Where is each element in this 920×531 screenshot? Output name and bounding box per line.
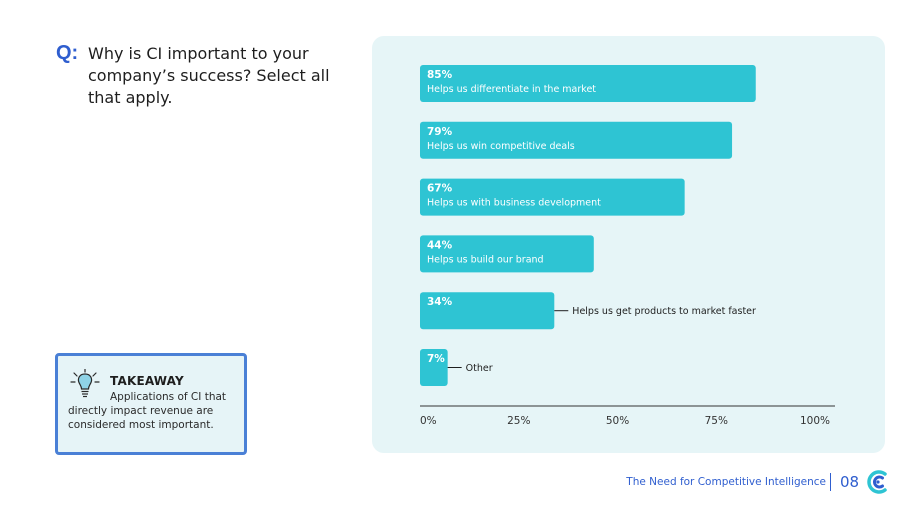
bar-chart: 85% Helps us differentiate in the market 7… [420,65,835,427]
bar-4 [420,292,555,330]
lightbulb-icon [70,369,100,398]
bar-category-label-1: Helps us win competitive deals [427,141,575,152]
takeaway-title: TAKEAWAY [110,374,184,388]
question-label: Q: [56,42,79,64]
bar-category-label-2: Helps us with business development [427,198,601,209]
bar-3 [420,235,594,273]
bar-category-label-4: Helps us get products to market faster [572,306,756,317]
bar-value-label-0: 85% [427,69,453,81]
brand-logo-icon [867,470,887,494]
question-text: Why is CI important to your company’s su… [88,44,330,107]
bar-0 [420,65,756,102]
takeaway-body-line1: Applications of CI that [110,391,227,403]
footer: The Need for Competitive Intelligence 08 [420,468,920,498]
x-tick-label-2: 50% [606,415,629,427]
bar-value-label-5: 7% [427,353,445,365]
bar-value-label-3: 44% [427,239,453,251]
bar-value-label-4: 34% [427,296,453,308]
bar-1 [420,121,733,159]
bar-category-label-5: Other [466,363,493,374]
bar-5 [420,349,448,386]
takeaway-body-rest: directly impact revenue are considered m… [68,405,214,431]
footer-title: The Need for Competitive Intelligence [626,476,826,488]
takeaway-body: Applications of CI that directly impact … [68,390,240,432]
page-number: 08 [840,473,860,491]
bar-category-label-3: Helps us build our brand [427,254,544,265]
bar-value-label-1: 79% [427,126,453,138]
bar-2 [420,178,685,216]
x-tick-label-0: 0% [420,415,437,427]
takeaway-box: TAKEAWAY Applications of CI that directl… [55,353,247,455]
bar-value-label-2: 67% [427,183,453,195]
x-tick-label-3: 75% [705,415,728,427]
chart-panel: 85% Helps us differentiate in the market 7… [372,36,885,453]
x-tick-label-4: 100% [800,415,830,427]
x-tick-label-1: 25% [507,415,530,427]
footer-divider [830,473,831,491]
bar-category-label-0: Helps us differentiate in the market [427,84,596,95]
